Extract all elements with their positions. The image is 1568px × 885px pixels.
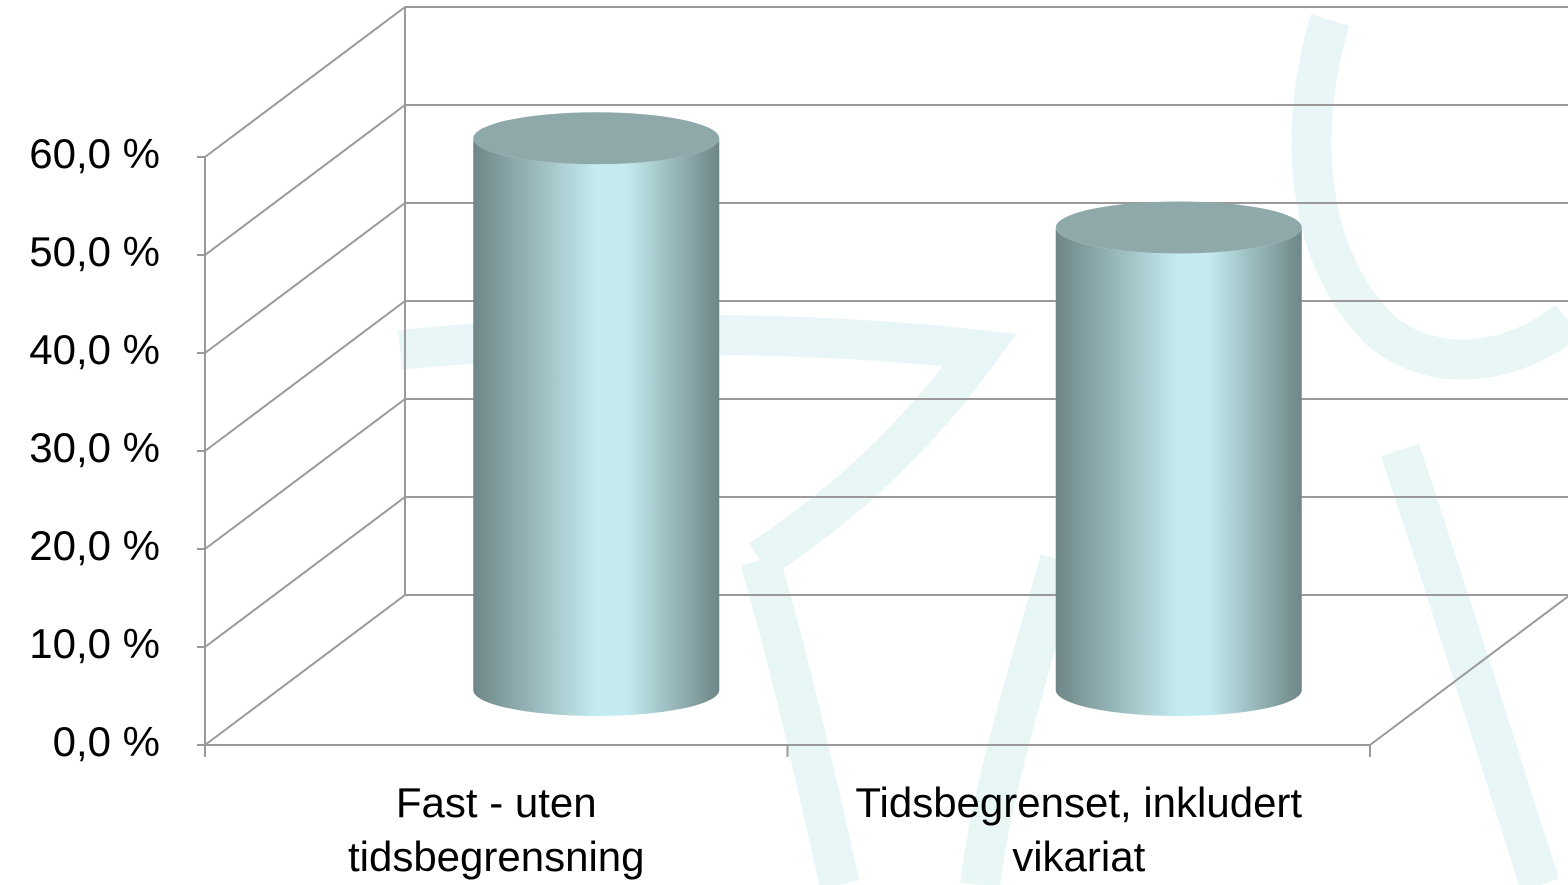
y-tick-label: 50,0 % xyxy=(29,228,160,275)
x-tick-label: Tidsbegrenset, inkludert vikariat xyxy=(855,779,1303,880)
y-tick-label: 10,0 % xyxy=(29,620,160,667)
y-tick-label: 0,0 % xyxy=(53,718,160,765)
grid-line xyxy=(204,6,406,158)
grid-line xyxy=(204,496,406,648)
bar-top xyxy=(1055,201,1302,254)
bar-top xyxy=(473,112,720,165)
x-tick-label: Fast - uten tidsbegrensning xyxy=(347,779,645,880)
grid-line xyxy=(204,202,406,354)
grid-line xyxy=(204,398,406,550)
y-tick-label: 40,0 % xyxy=(29,326,160,373)
grid-line xyxy=(204,300,406,452)
y-tick-label: 30,0 % xyxy=(29,424,160,471)
y-tick-label: 60,0 % xyxy=(29,130,160,177)
bar xyxy=(1055,227,1302,716)
grid-line xyxy=(204,104,406,256)
floor-right-edge xyxy=(1369,595,1568,746)
bar xyxy=(473,138,720,716)
y-tick-label: 20,0 % xyxy=(29,522,160,569)
grid-line xyxy=(204,594,406,746)
